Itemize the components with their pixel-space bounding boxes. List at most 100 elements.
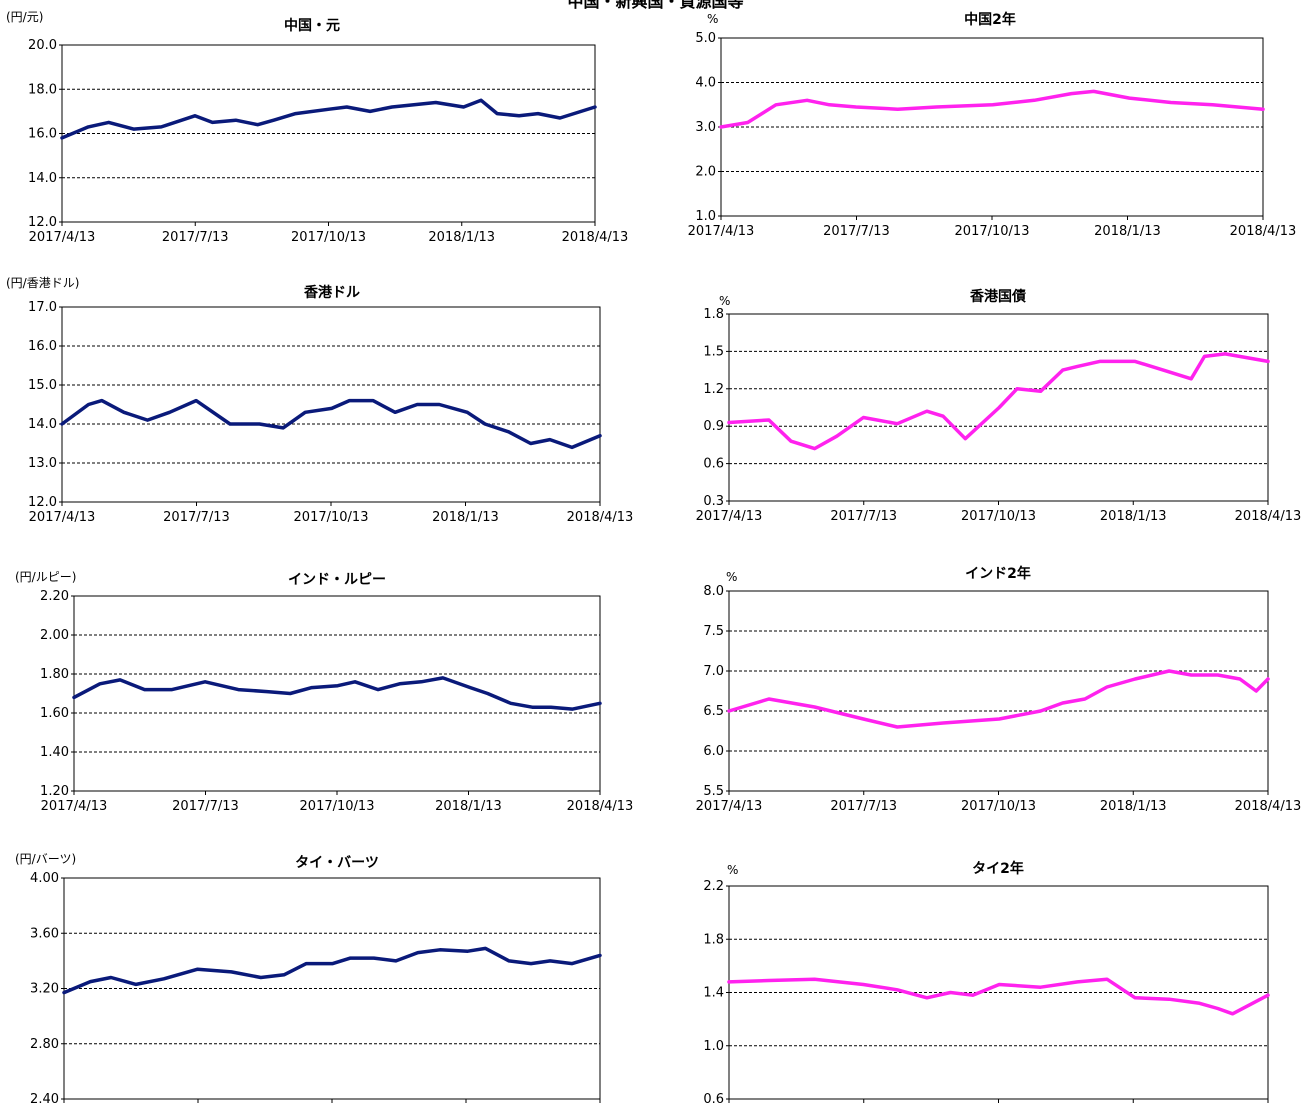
chart-panel-0: 12.0 14.0 16.0 18.0 20.0 2017/4/13 2017/7/13 20… [6,10,628,245]
chart-title: インド・ルピー [288,572,386,588]
y-tick-label: 17.0 [28,300,57,315]
chart-panel-6: 2.402.803.203.604.002017/4/132017/7/1320… [15,852,602,1103]
y-axis-unit: (円/ルピー) [15,570,76,584]
x-tick-label: 2018/4/13 [567,799,634,814]
x-tick-label: 2018/4/13 [562,230,629,245]
y-tick-label: 6.0 [703,744,724,759]
chart-title: タイ2年 [972,860,1024,877]
chart-panel-1: 1.0 2.0 3.0 4.0 5.0 2017/4/13 2017/7/13 2017/10… [688,11,1297,239]
x-tick-label: 2018/1/13 [428,230,495,245]
x-tick-label: 2017/4/13 [41,799,108,814]
y-tick-label: 12.0 [28,215,57,230]
x-tick-label: 2017/10/13 [955,224,1030,239]
y-tick-label: 1.2 [703,382,724,397]
y-tick-label: 2.00 [40,628,69,643]
y-tick-label: 5.0 [695,31,716,46]
x-tick-label: 2017/10/13 [961,799,1036,814]
y-axis-unit: (円/香港ドル) [6,276,79,290]
y-tick-label: 8.0 [703,584,724,599]
y-tick-label: 12.0 [28,495,57,510]
series-line [60,398,602,450]
y-tick-label: 16.0 [28,339,57,354]
x-tick-label: 2018/1/13 [1100,509,1167,524]
y-tick-label: 1.0 [703,1039,724,1054]
y-tick-label: 7.0 [703,664,724,679]
series-line [727,352,1270,451]
plot-frame [728,590,1269,792]
y-tick-label: 1.8 [703,932,724,947]
chart-panel-4: 1.20 1.40 1.60 1.80 2.00 2.20 2017/4/13 2017/7/… [15,570,633,814]
y-tick-label: 1.0 [695,209,716,224]
y-tick-label: 2.2 [703,879,724,894]
y-tick-label: 1.40 [40,745,69,760]
y-tick-label: 0.3 [703,494,724,509]
series-line [727,669,1270,729]
x-tick-label: 2017/7/13 [823,224,890,239]
y-axis-unit: % [726,570,737,584]
chart-title: 香港ドル [303,284,360,301]
y-tick-label: 3.0 [695,120,716,135]
y-tick-label: 1.5 [703,344,724,359]
x-tick-label: 2018/1/13 [1100,799,1167,814]
y-tick-label: 1.20 [40,784,69,799]
y-tick-label: 2.20 [40,589,69,604]
x-tick-label: 2017/10/13 [294,510,369,525]
chart-title: 中国2年 [964,11,1016,28]
series-line [727,977,1270,1016]
y-tick-label: 2.40 [30,1092,59,1103]
chart-title: 中国・元 [284,17,340,34]
chart-panel-7: 0.61.01.41.82.22017/4/132017/7/132017/10… [703,860,1270,1103]
x-tick-label: 2018/4/13 [567,510,634,525]
y-tick-label: 16.0 [28,127,57,142]
y-tick-label: 7.5 [703,624,724,639]
y-tick-label: 1.80 [40,667,69,682]
x-tick-label: 2018/1/13 [432,510,499,525]
x-tick-label: 2017/4/13 [696,799,763,814]
x-tick-label: 2017/10/13 [300,799,375,814]
x-tick-label: 2017/7/13 [162,230,229,245]
chart-panel-2: 12.0 13.0 14.0 15.0 16.0 17.0 2017/4/13 2017/7/… [6,276,633,525]
x-tick-label: 2018/4/13 [1235,799,1302,814]
x-tick-label: 2017/10/13 [291,230,366,245]
y-axis-unit: (円/元) [6,10,43,24]
chart-panel-5: 5.5 6.0 6.5 7.0 7.5 8.0 2017/4/13 2017/7/13 2017… [696,565,1302,814]
y-tick-label: 1.8 [703,307,724,322]
y-tick-label: 14.0 [28,417,57,432]
x-tick-label: 2017/4/13 [688,224,755,239]
x-tick-label: 2017/4/13 [696,509,763,524]
y-tick-label: 2.80 [30,1037,59,1052]
x-tick-label: 2017/10/13 [961,509,1036,524]
x-tick-label: 2017/7/13 [830,799,897,814]
y-tick-label: 6.5 [703,704,724,719]
y-tick-label: 0.9 [703,419,724,434]
y-tick-label: 3.20 [30,982,59,997]
chart-title: 香港国債 [969,288,1026,305]
y-tick-label: 5.5 [703,784,724,799]
x-tick-label: 2017/7/13 [163,510,230,525]
series-line [60,98,597,140]
series-line [72,676,602,711]
x-tick-label: 2018/4/13 [1235,509,1302,524]
y-tick-label: 1.4 [703,986,724,1001]
x-tick-label: 2017/7/13 [172,799,239,814]
x-tick-label: 2018/4/13 [1230,224,1297,239]
x-tick-label: 2018/1/13 [435,799,502,814]
x-tick-label: 2018/1/13 [1094,224,1161,239]
y-tick-label: 18.0 [28,82,57,97]
y-tick-label: 3.60 [30,926,59,941]
plot-frame [61,306,601,503]
y-tick-label: 2.0 [695,165,716,180]
page-title: 中国・新興国・資源国等 [567,0,744,11]
y-axis-unit: % [727,863,738,877]
x-tick-label: 2017/4/13 [29,510,96,525]
y-tick-label: 4.0 [695,76,716,91]
y-tick-label: 0.6 [703,457,724,472]
y-tick-label: 13.0 [28,456,57,471]
y-tick-label: 0.6 [703,1092,724,1103]
y-tick-label: 4.00 [30,871,59,886]
series-line [62,946,602,995]
y-axis-unit: % [707,12,718,26]
chart-title: インド2年 [965,565,1031,582]
x-tick-label: 2017/7/13 [830,509,897,524]
